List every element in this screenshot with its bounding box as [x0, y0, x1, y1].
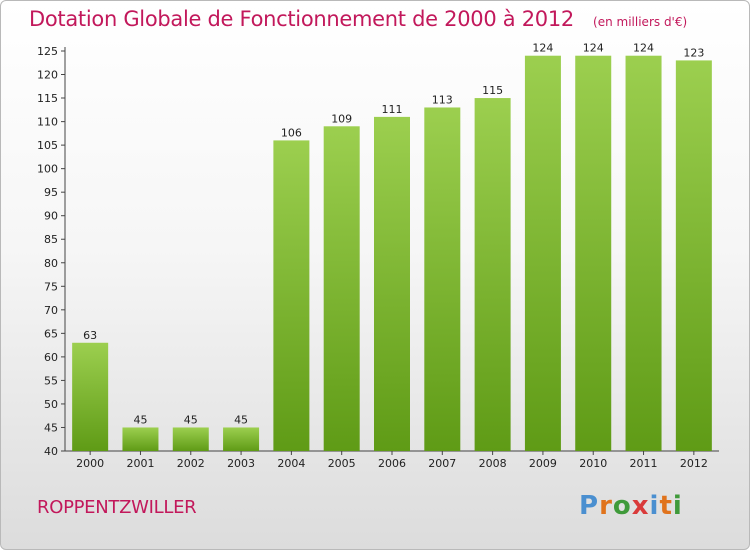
bar-2001 — [122, 427, 159, 451]
x-axis: 2000 2001 2002 2003 2004 2005 2006 2007 2008 2009… — [65, 450, 719, 470]
y-tick-label: 120 — [37, 69, 58, 82]
value-label-2010: 124 — [583, 42, 604, 55]
value-label-2012: 123 — [683, 46, 704, 59]
y-tick-label: 65 — [44, 327, 58, 340]
value-label-2004: 106 — [281, 126, 302, 139]
value-labels: 63 45 45 45 106 109 111 113 115 124 124 124 123 — [83, 42, 704, 427]
y-tick-label: 85 — [44, 233, 58, 246]
bar-2008 — [474, 98, 511, 451]
y-tick-label: 45 — [44, 421, 58, 434]
x-tick-label: 2005 — [328, 457, 356, 470]
x-tick-label: 2004 — [277, 457, 305, 470]
bar-2012 — [675, 60, 712, 451]
value-label-2000: 63 — [83, 329, 97, 342]
value-label-2005: 109 — [331, 112, 352, 125]
x-tick-label: 2000 — [76, 457, 104, 470]
y-tick-label: 60 — [44, 351, 58, 364]
logo-letter: i — [649, 491, 660, 521]
y-tick-label: 50 — [44, 398, 58, 411]
y-tick-label: 95 — [44, 186, 58, 199]
value-label-2006: 111 — [382, 103, 403, 116]
value-label-2009: 124 — [532, 42, 553, 55]
logo-letter: P — [579, 491, 600, 521]
x-tick-label: 2002 — [177, 457, 205, 470]
bar-2011 — [625, 55, 662, 452]
logo-letter: r — [599, 491, 613, 521]
logo-letter: t — [659, 491, 673, 521]
y-tick-label: 115 — [37, 92, 58, 105]
value-label-2001: 45 — [133, 413, 147, 426]
bar-2000 — [72, 342, 109, 451]
title-line: Dotation Globale de Fonctionnement de 20… — [29, 7, 687, 31]
value-label-2003: 45 — [234, 413, 248, 426]
value-label-2008: 115 — [482, 84, 503, 97]
y-tick-label: 100 — [37, 163, 58, 176]
x-tick-label: 2006 — [378, 457, 406, 470]
y-tick-label: 55 — [44, 374, 58, 387]
logo-letter: i — [672, 491, 683, 521]
x-tick-label: 2003 — [227, 457, 255, 470]
chart-subtitle: (en milliers d'€) — [593, 15, 688, 29]
y-tick-label: 105 — [37, 139, 58, 152]
y-axis: 40 45 50 55 60 65 70 75 80 85 90 95 100 105 110 115 120 1… — [37, 45, 66, 458]
logo-letter: o — [612, 491, 632, 521]
y-tick-label: 80 — [44, 257, 58, 270]
bar-2005 — [323, 126, 360, 451]
bar-2006 — [374, 116, 410, 451]
value-label-2007: 113 — [432, 93, 453, 106]
y-tick-label: 110 — [37, 116, 58, 129]
chart-title: Dotation Globale de Fonctionnement de 20… — [29, 7, 574, 31]
x-tick-label: 2011 — [630, 457, 658, 470]
y-tick-label: 75 — [44, 280, 58, 293]
bar-2007 — [424, 107, 461, 452]
bar-2004 — [273, 140, 310, 452]
bars — [72, 55, 712, 452]
proxiti-logo[interactable]: Proxiti — [579, 491, 683, 521]
y-tick-label: 40 — [44, 445, 58, 458]
y-tick-label: 90 — [44, 210, 58, 223]
value-label-2011: 124 — [633, 42, 654, 55]
bar-2010 — [575, 55, 612, 452]
bar-2002 — [172, 427, 209, 451]
value-label-2002: 45 — [184, 413, 198, 426]
bar-2009 — [524, 55, 561, 452]
logo-letter: x — [631, 491, 650, 521]
y-tick-label: 125 — [37, 45, 58, 58]
bar-2003 — [223, 427, 260, 451]
x-tick-label: 2012 — [680, 457, 708, 470]
x-tick-label: 2008 — [479, 457, 507, 470]
x-tick-label: 2009 — [529, 457, 557, 470]
y-tick-label: 70 — [44, 304, 58, 317]
x-tick-label: 2010 — [579, 457, 607, 470]
x-tick-label: 2007 — [428, 457, 456, 470]
commune-name: ROPPENTZWILLER — [37, 497, 197, 518]
x-tick-label: 2001 — [126, 457, 154, 470]
